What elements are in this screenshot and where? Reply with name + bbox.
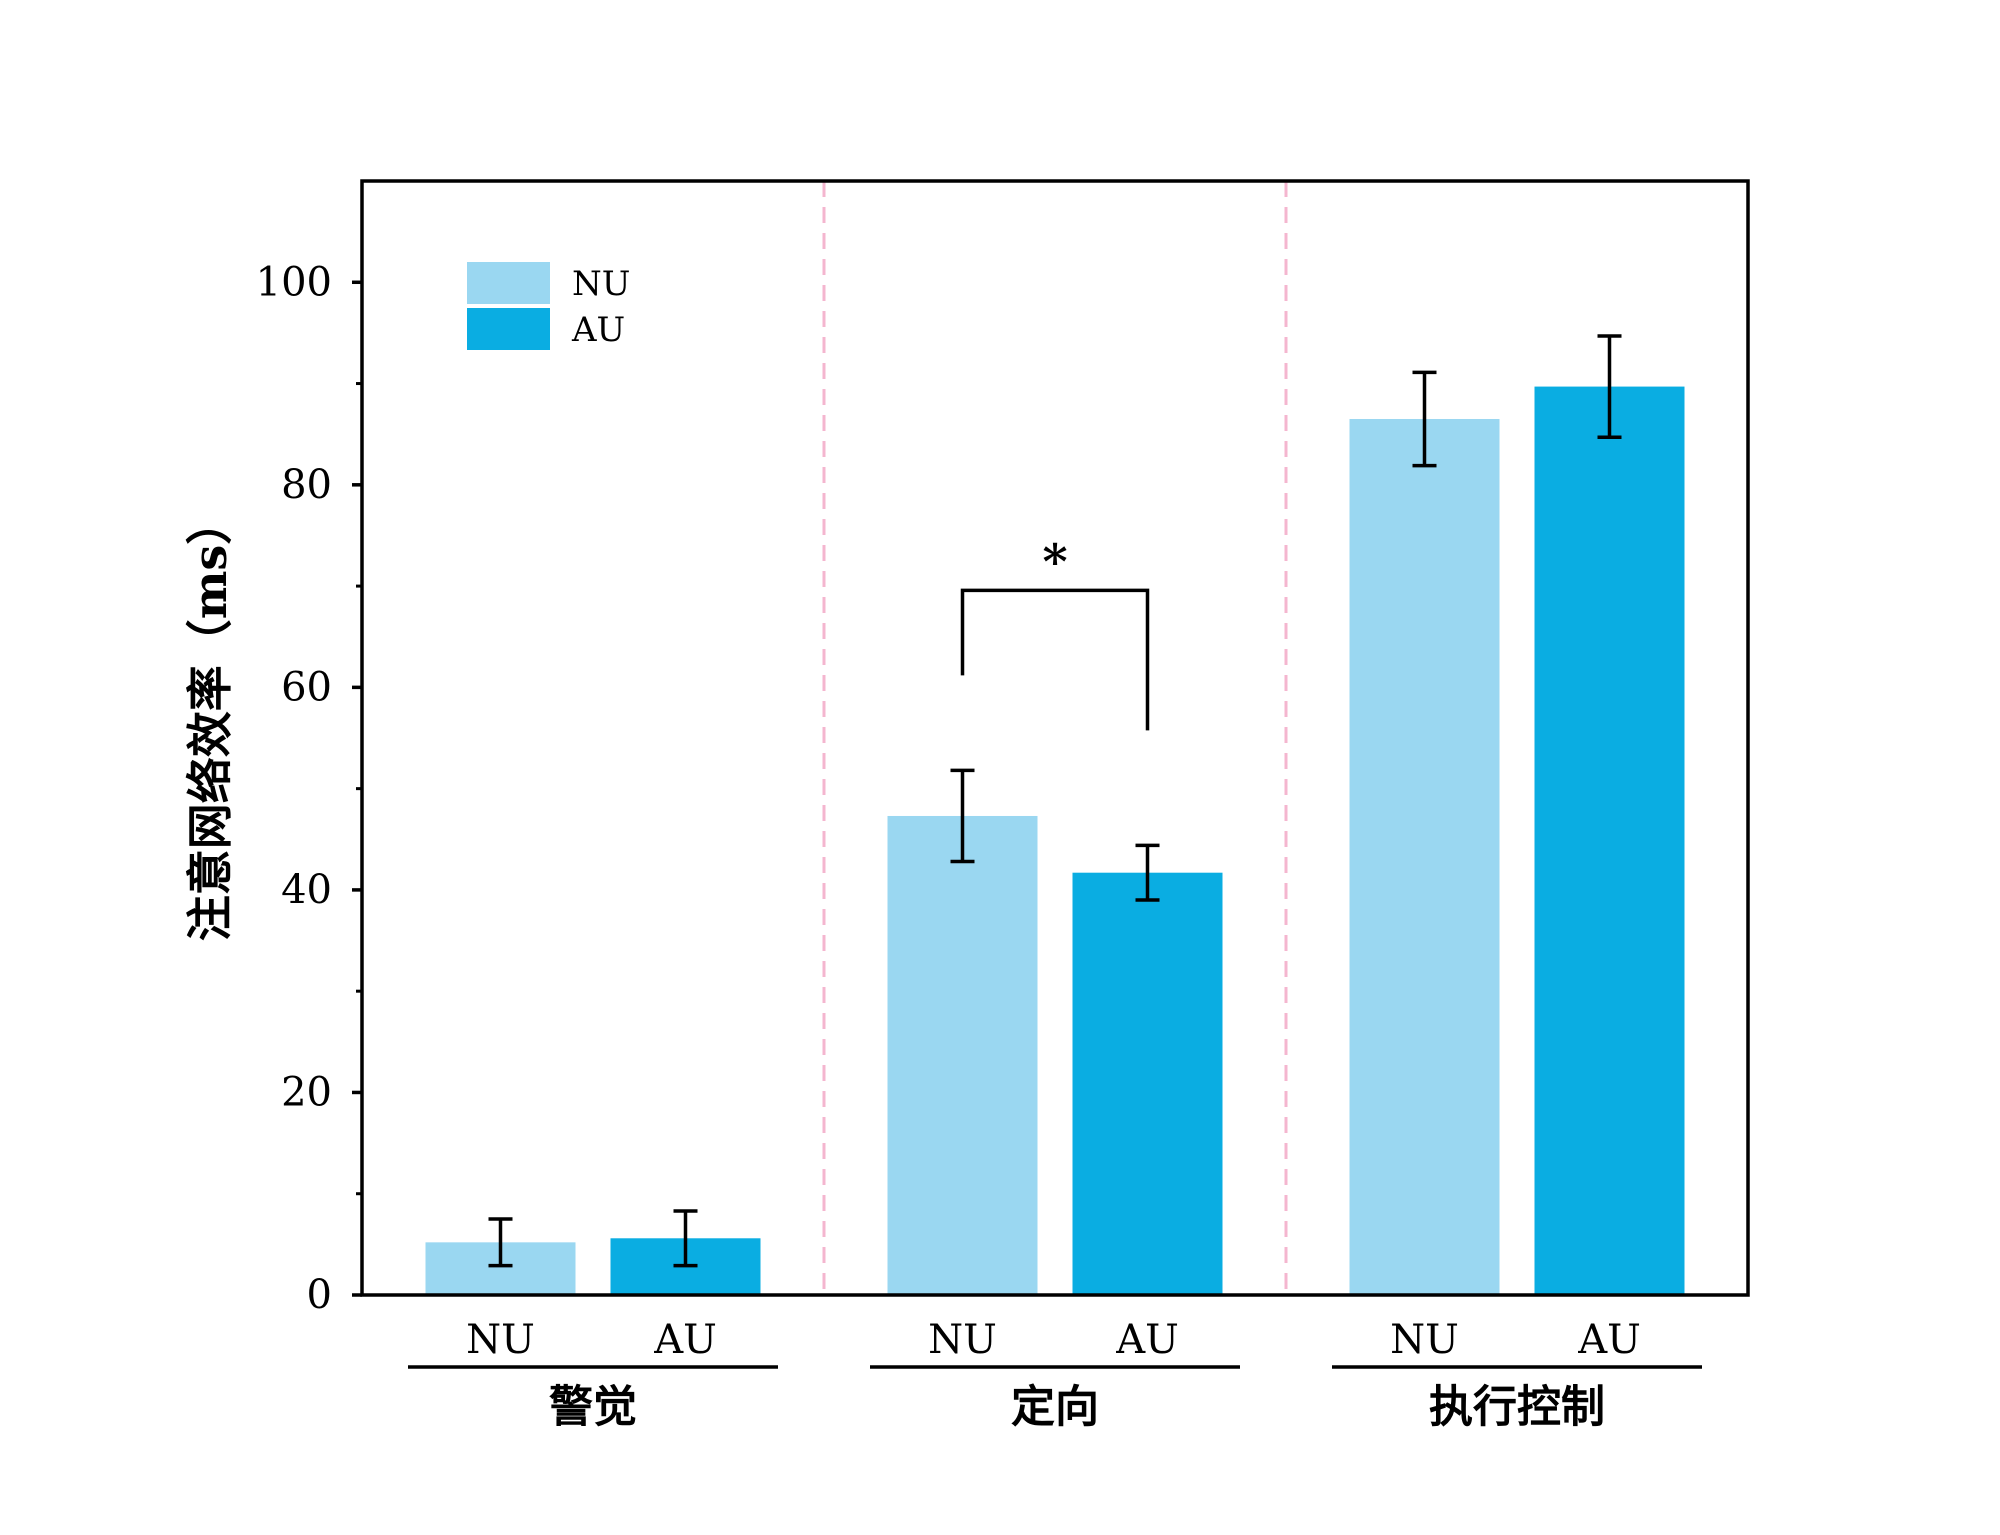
bar-au-1 [1072,872,1223,1295]
group-label: 执行控制 [1429,1382,1605,1433]
bar-nu-1 [887,815,1038,1295]
y-tick-label: 20 [281,1069,332,1115]
bar-au-2 [1534,386,1685,1296]
x-tick-label: AU [1577,1317,1641,1363]
legend-swatch [467,262,550,304]
y-tick-label: 100 [256,259,332,305]
legend-item-au: AU [467,308,625,350]
significance-bracket: * [960,534,1150,731]
plot-frame [360,179,1750,1297]
y-tick-label: 80 [281,462,332,508]
legend-label: NU [572,264,630,304]
x-tick-label: AU [653,1317,717,1363]
significance-label: * [1042,534,1067,590]
x-tick-label: NU [1390,1317,1459,1363]
y-axis-title: 注意网络效率（ms） [183,499,237,942]
group-label: 警觉 [549,1382,637,1433]
y-tick-label: 40 [281,867,332,913]
legend-swatch [467,308,550,350]
error-bar-au-0 [673,1209,698,1268]
x-tick-label: NU [928,1317,997,1363]
legend-label: AU [571,310,625,350]
group-label: 定向 [1011,1382,1099,1433]
y-tick-label: 60 [281,664,332,710]
significance-bracket-line [960,588,1150,731]
error-bar-nu-2 [1412,370,1437,468]
x-tick-label: NU [466,1317,535,1363]
x-tick-label: AU [1115,1317,1179,1363]
legend-item-nu: NU [467,262,630,304]
bar-nu-2 [1349,418,1500,1295]
error-bar-au-1 [1135,843,1160,902]
y-tick-label: 0 [307,1272,332,1318]
error-bar-nu-1 [950,768,975,864]
error-bar-au-2 [1597,334,1622,439]
error-bar-nu-0 [488,1217,513,1268]
